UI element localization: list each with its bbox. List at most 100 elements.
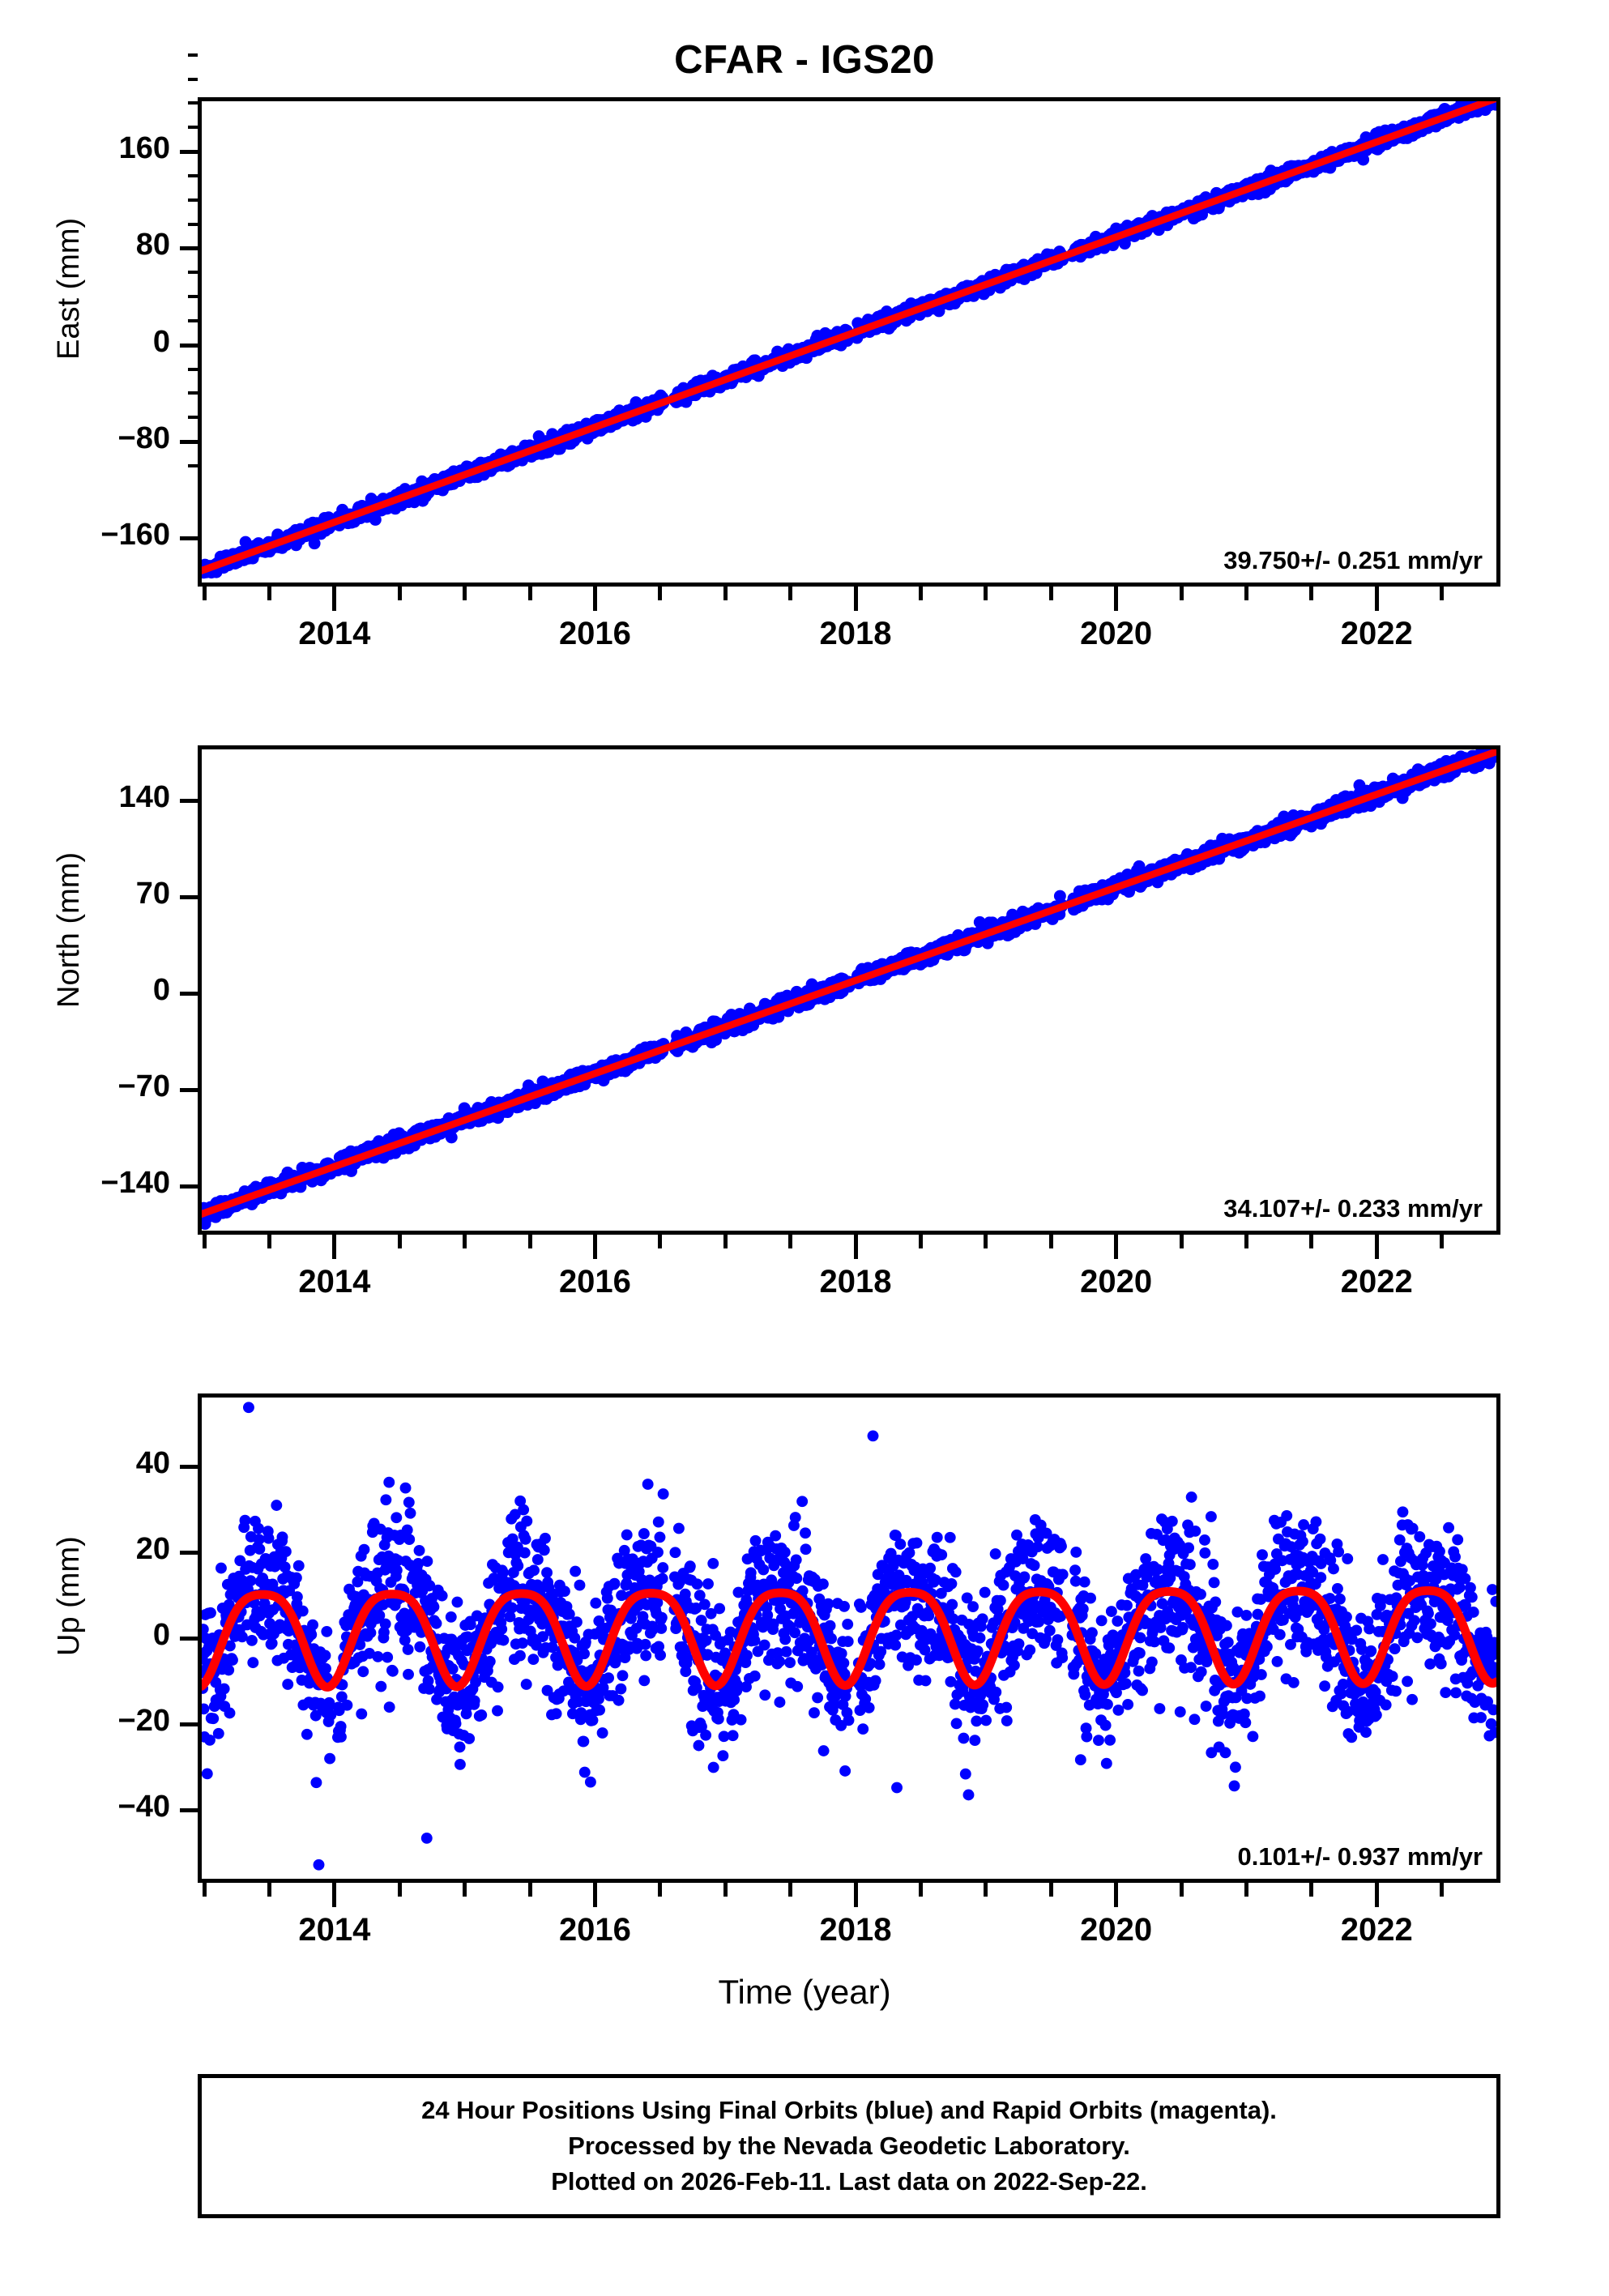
x-major-tick: [853, 1883, 858, 1907]
y-tick-label: −40: [117, 1789, 170, 1824]
x-minor-tick: [984, 587, 988, 600]
x-tick-label: 2014: [298, 616, 371, 651]
x-tick-label: 2018: [819, 1264, 892, 1300]
y-minor-tick: [188, 391, 198, 395]
x-major-tick: [853, 587, 858, 611]
y-tick-label: 20: [135, 1532, 170, 1567]
x-minor-tick: [984, 1235, 988, 1248]
x-major-tick: [1114, 587, 1119, 611]
y-tick-label: −160: [100, 518, 170, 553]
y-major-tick: [180, 536, 198, 541]
x-minor-tick: [1440, 1883, 1445, 1897]
y-minor-tick: [188, 53, 198, 57]
panel-up-y-axis-label: Up (mm): [52, 1535, 86, 1656]
panel-north-frame: [198, 745, 1500, 1235]
x-minor-tick: [723, 1235, 728, 1248]
x-minor-tick: [918, 1235, 923, 1248]
y-tick-label: −70: [117, 1069, 170, 1104]
y-minor-tick: [188, 295, 198, 299]
x-minor-tick: [267, 1235, 271, 1248]
panel-up: 0.101+/- 0.937 mm/yr: [198, 1393, 1500, 1883]
x-minor-tick: [397, 1883, 402, 1897]
x-minor-tick: [1048, 1883, 1053, 1897]
x-tick-label: 2018: [819, 1912, 892, 1948]
y-tick-label: 40: [135, 1446, 170, 1481]
y-minor-tick: [188, 101, 198, 105]
x-minor-tick: [202, 587, 207, 600]
model-fit-line: [202, 1585, 1496, 1692]
x-minor-tick: [918, 587, 923, 600]
y-tick-label: −20: [117, 1703, 170, 1738]
panel-east-rate-label: 39.750+/- 0.251 mm/yr: [1223, 546, 1483, 574]
y-tick-label: −80: [117, 421, 170, 456]
model-fit-line: [202, 749, 1496, 1218]
x-minor-tick: [527, 1235, 532, 1248]
x-major-tick: [592, 1883, 597, 1907]
x-major-tick: [1114, 1883, 1119, 1907]
x-major-tick: [1114, 1235, 1119, 1259]
x-minor-tick: [658, 1235, 663, 1248]
x-minor-tick: [1244, 1883, 1248, 1897]
y-major-tick: [180, 343, 198, 348]
x-major-tick: [332, 587, 337, 611]
y-major-tick: [180, 1637, 198, 1641]
x-major-tick: [592, 1235, 597, 1259]
x-minor-tick: [1309, 587, 1314, 600]
x-minor-tick: [1244, 587, 1248, 600]
x-minor-tick: [1179, 1235, 1184, 1248]
caption-line-1: 24 Hour Positions Using Final Orbits (bl…: [421, 2095, 1277, 2124]
x-minor-tick: [527, 587, 532, 600]
x-minor-tick: [1048, 1235, 1053, 1248]
y-major-tick: [180, 150, 198, 155]
x-major-tick: [1374, 587, 1379, 611]
x-tick-label: 2022: [1340, 1912, 1413, 1948]
y-tick-label: 160: [118, 131, 170, 166]
x-minor-tick: [658, 587, 663, 600]
page-title: CFAR - IGS20: [674, 38, 935, 82]
panel-north: 34.107+/- 0.233 mm/yr: [198, 745, 1500, 1235]
y-major-tick: [180, 799, 198, 804]
x-tick-label: 2018: [819, 616, 892, 651]
x-minor-tick: [788, 587, 793, 600]
figure-caption-box: 24 Hour Positions Using Final Orbits (bl…: [198, 2074, 1500, 2218]
x-tick-label: 2014: [298, 1912, 371, 1948]
x-minor-tick: [1048, 587, 1053, 600]
x-minor-tick: [984, 1883, 988, 1897]
x-minor-tick: [463, 587, 467, 600]
y-minor-tick: [188, 222, 198, 226]
y-tick-label: −140: [100, 1166, 170, 1201]
data-points: [202, 1402, 1496, 1871]
x-tick-label: 2016: [558, 1912, 631, 1948]
y-minor-tick: [188, 416, 198, 420]
panel-up-frame: [198, 1393, 1500, 1883]
x-minor-tick: [723, 587, 728, 600]
x-tick-label: 2022: [1340, 616, 1413, 651]
y-minor-tick: [188, 367, 198, 371]
panel-east-y-axis-label: East (mm): [52, 217, 86, 360]
x-minor-tick: [202, 1883, 207, 1897]
x-minor-tick: [723, 1883, 728, 1897]
caption-line-3: Plotted on 2026-Feb-11. Last data on 202…: [551, 2167, 1147, 2196]
x-minor-tick: [1244, 1235, 1248, 1248]
y-minor-tick: [188, 77, 198, 81]
y-major-tick: [180, 1722, 198, 1726]
panel-north-rate-label: 34.107+/- 0.233 mm/yr: [1223, 1194, 1483, 1223]
y-major-tick: [180, 1088, 198, 1093]
x-tick-label: 2014: [298, 1264, 371, 1300]
y-major-tick: [180, 1184, 198, 1189]
y-minor-tick: [188, 318, 198, 322]
x-minor-tick: [267, 1883, 271, 1897]
x-major-tick: [332, 1883, 337, 1907]
x-tick-label: 2020: [1080, 1912, 1153, 1948]
y-tick-label: 80: [135, 228, 170, 262]
y-major-tick: [180, 440, 198, 445]
panel-north-plot-area: [202, 749, 1496, 1231]
x-major-tick: [1374, 1883, 1379, 1907]
x-tick-label: 2016: [558, 1264, 631, 1300]
x-minor-tick: [1179, 1883, 1184, 1897]
y-minor-tick: [188, 463, 198, 467]
x-minor-tick: [1309, 1235, 1314, 1248]
y-tick-label: 0: [152, 324, 170, 359]
y-major-tick: [180, 895, 198, 900]
panel-up-rate-label: 0.101+/- 0.937 mm/yr: [1237, 1842, 1483, 1871]
